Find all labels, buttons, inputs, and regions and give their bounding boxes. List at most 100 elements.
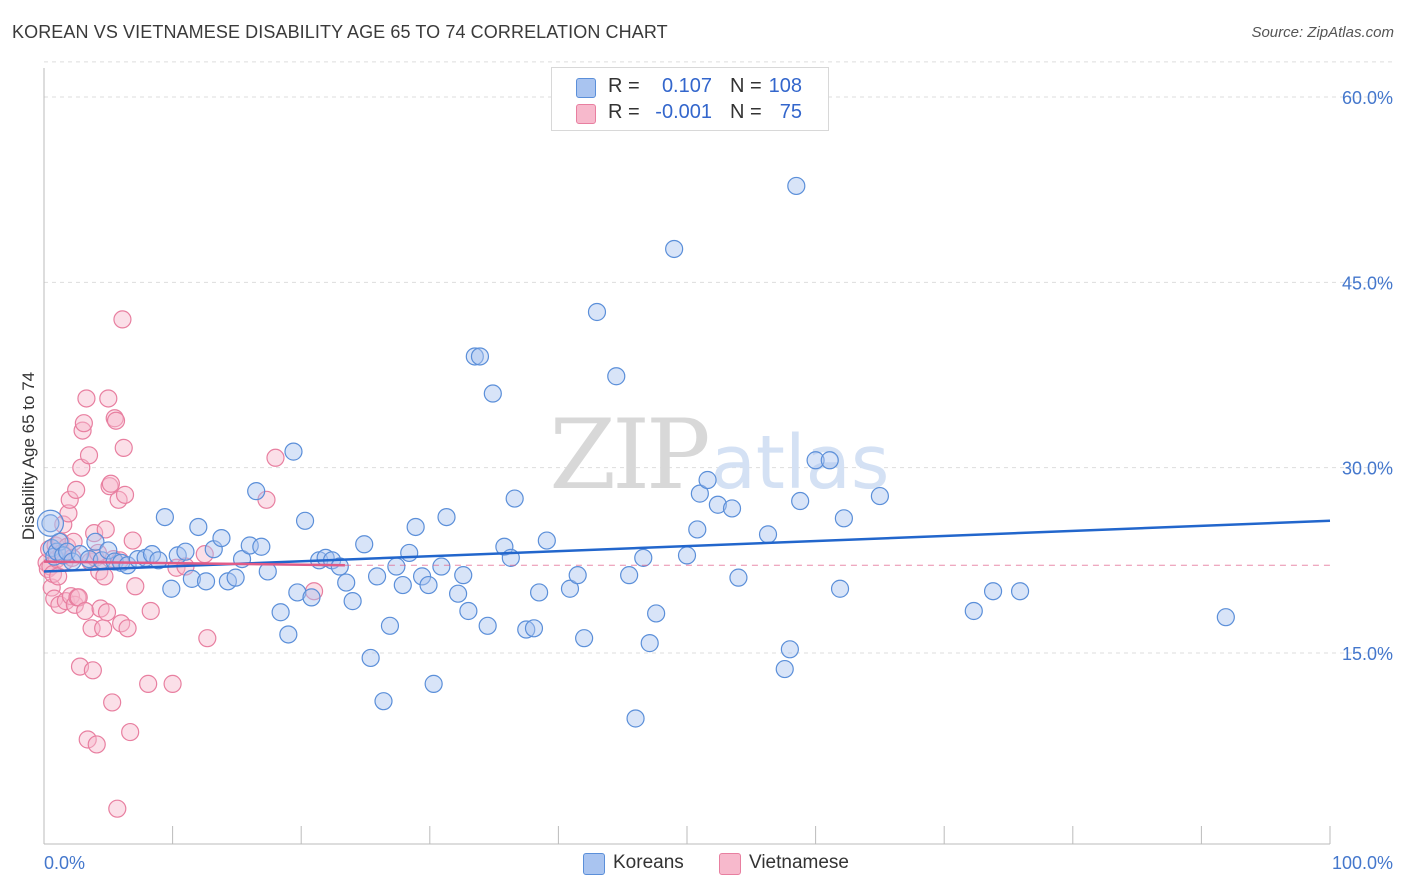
y-tick-label: 15.0% (1342, 644, 1393, 664)
legend-r-value: -0.001 (655, 101, 712, 123)
korean-point (537, 531, 556, 550)
korean-point (620, 566, 639, 585)
korean-point (568, 566, 587, 585)
x-tick-label-max: 100.0% (1332, 853, 1393, 873)
korean-point (647, 604, 666, 623)
legend-label-vietnamese: Vietnamese (749, 852, 849, 873)
korean-point (302, 588, 321, 607)
vietnamese-point (141, 601, 160, 621)
vietnamese-point (113, 310, 132, 329)
korean-point (41, 514, 60, 533)
korean-point (690, 484, 709, 503)
vietnamese-point (99, 389, 118, 408)
korean-point (665, 239, 684, 259)
vietnamese-point (123, 531, 142, 550)
watermark: ZIP atlas (549, 399, 889, 511)
korean-point (495, 537, 514, 556)
korean-point (758, 525, 778, 544)
korean-point (787, 176, 806, 196)
vietnamese-point (67, 480, 86, 500)
korean-point (806, 451, 825, 470)
vietnamese-point (61, 587, 81, 606)
legend-n-value: 75 (779, 101, 802, 123)
vietnamese-point (73, 421, 92, 440)
vietnamese-point (101, 474, 120, 493)
vietnamese-legend-swatch (719, 853, 741, 875)
korean-point (99, 541, 118, 560)
korean-point (677, 546, 697, 565)
korean-point (400, 543, 419, 563)
y-tick-label: 45.0% (1342, 273, 1393, 293)
vietnamese-point (115, 485, 135, 504)
korean-point (517, 620, 536, 639)
korean-point-cluster (36, 509, 65, 537)
korean-point (698, 470, 717, 490)
korean-point (634, 548, 653, 567)
vietnamese-point (76, 601, 95, 621)
legend-r-label: R = (608, 101, 640, 123)
vietnamese-point (94, 619, 113, 638)
trend-lines (43, 519, 1331, 573)
korean-point (419, 575, 438, 595)
korean-point (189, 517, 208, 537)
korean-point (560, 579, 580, 598)
vietnamese-point (198, 629, 217, 648)
korean-point (361, 648, 380, 668)
source-credit: Source: ZipAtlas.com (1251, 24, 1394, 41)
legend-r-value: 0.107 (661, 75, 712, 97)
vietnamese-point (114, 438, 133, 457)
legend-n-label: N = (730, 101, 762, 123)
y-tick-label: 30.0% (1342, 459, 1393, 479)
korean-point (470, 347, 490, 366)
korean-point (406, 517, 425, 537)
korean-point (780, 640, 799, 659)
legend-n-value: 108 (768, 75, 802, 97)
korean-point (279, 625, 298, 644)
korean-points (36, 176, 1235, 728)
korean-point (295, 511, 315, 530)
korean-point (983, 582, 1003, 601)
legend-row-vietnamese: R = -0.001 N = 75 (552, 101, 828, 127)
korean-point (530, 583, 549, 602)
korean-point (775, 659, 794, 679)
watermark-atlas: atlas (711, 420, 890, 506)
vietnamese-point (78, 730, 97, 749)
vietnamese-point (106, 411, 126, 430)
korean-point (791, 491, 810, 511)
korean-point (524, 619, 544, 638)
legend-n-label: N = (730, 75, 762, 97)
korean-point (212, 528, 231, 548)
korean-point (343, 592, 362, 611)
korean-point (437, 507, 456, 527)
korean-point (367, 567, 387, 586)
korean-point (176, 542, 195, 561)
vietnamese-point (163, 674, 182, 693)
x-tick-label-min: 0.0% (44, 853, 85, 873)
korean-point (607, 367, 626, 386)
korean-point (240, 536, 259, 555)
korean-point (1010, 582, 1030, 601)
korean-point (196, 572, 216, 591)
chart-title: KOREAN VS VIETNAMESE DISABILITY AGE 65 T… (12, 22, 668, 42)
korean-point (722, 499, 742, 518)
korean-point (86, 532, 105, 551)
korean-point (330, 557, 349, 576)
y-tick-labels: 15.0% 30.0% 45.0% 60.0% (1342, 88, 1393, 664)
vietnamese-point (77, 389, 96, 408)
korean-point (575, 629, 594, 648)
vietnamese-point (79, 446, 99, 465)
korean-point (478, 616, 497, 635)
korean-point (483, 384, 502, 403)
vietnamese-point (108, 799, 127, 818)
korean-point (454, 566, 473, 585)
korean-point (247, 482, 266, 501)
korean-point (162, 579, 181, 598)
series-legend: Koreans Vietnamese (0, 852, 1406, 878)
korean-point (432, 557, 451, 576)
korean-point (505, 489, 524, 508)
korean-point (393, 575, 412, 595)
legend-label-koreans: Koreans (613, 852, 684, 873)
korean-point (271, 603, 290, 622)
korean-point (284, 442, 303, 461)
